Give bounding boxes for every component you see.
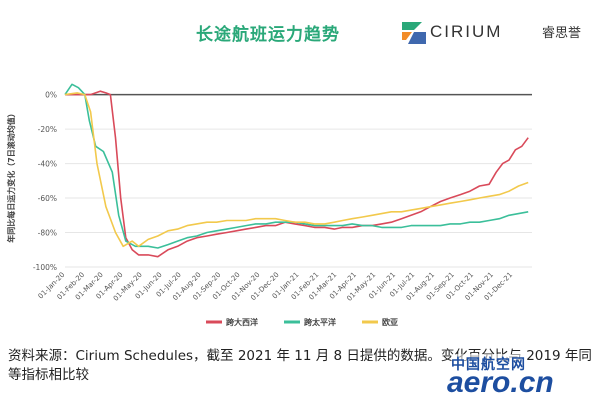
- series-line: [65, 90, 529, 258]
- chart-panel: 长途航班运力趋势 CIRIUM 睿思誉 0% -20% -40% -60% -80% -1…: [6, 22, 582, 327]
- legend-label: 跨大西洋: [226, 317, 258, 327]
- aero-cn-watermark: aero.cn 中国航空网: [447, 348, 597, 403]
- grid-lines: [65, 128, 532, 268]
- y-tick-labels: 0% -20% -40% -60% -80% -100%: [33, 91, 57, 272]
- y-tick-label: 0%: [45, 91, 57, 100]
- series-line: [64, 83, 529, 249]
- source-caption: 资料来源：Cirium Schedules，截至 2021 年 11 月 8 日…: [8, 348, 592, 383]
- legend-label: 跨太平洋: [304, 317, 336, 327]
- chart-legend: 跨大西洋 跨太平洋 欧亚: [206, 317, 398, 327]
- cirium-cn-name: 睿思誉: [542, 26, 582, 41]
- legend-label: 欧亚: [382, 317, 398, 327]
- y-axis-label: 年同比每日运力变化（7日滚动均值）: [6, 109, 16, 243]
- y-tick-label: -60%: [38, 194, 57, 203]
- series-lines: [64, 83, 529, 258]
- chart-title: 长途航班运力趋势: [196, 25, 340, 45]
- y-tick-label: -20%: [38, 125, 57, 134]
- y-tick-label: -80%: [38, 229, 57, 238]
- cirium-wordmark: CIRIUM: [430, 22, 503, 41]
- series-line: [64, 92, 529, 248]
- cirium-mark-icon: [402, 22, 426, 44]
- x-tick-labels: 01-Jan-2001-Feb-2001-Mar-2001-Apr-2001-M…: [37, 271, 515, 303]
- line-chart: 0% -20% -40% -60% -80% -100% 01-Jan-2001-Feb-…: [6, 83, 532, 327]
- y-tick-label: -100%: [33, 263, 57, 272]
- y-tick-label: -40%: [38, 160, 57, 169]
- watermark-site-name: 中国航空网: [451, 354, 526, 374]
